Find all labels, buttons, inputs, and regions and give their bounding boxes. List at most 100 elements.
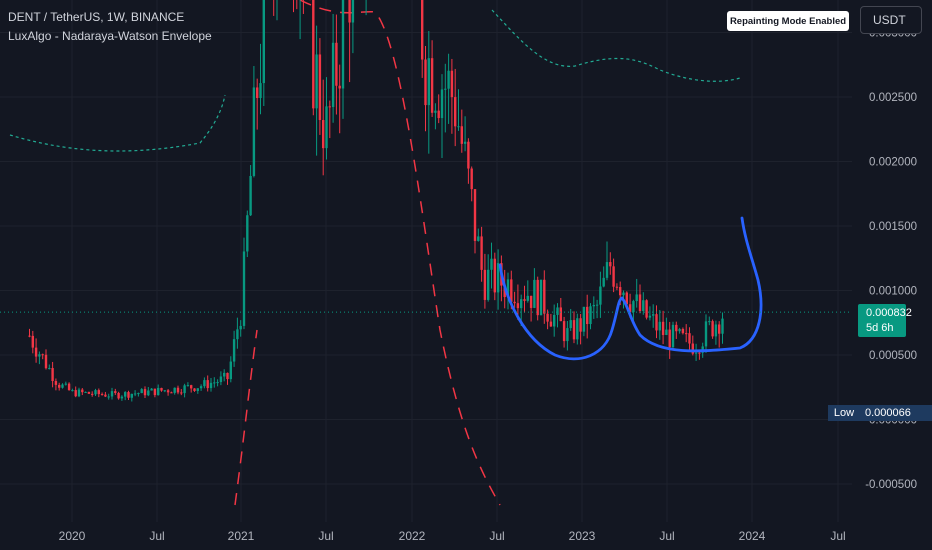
candle-body [335,42,338,86]
lower-envelope [234,0,501,506]
candle-body [668,329,671,348]
candle-body [602,277,605,287]
chart-grid [0,0,852,522]
candle-body [454,97,457,127]
y-tick-label: 0.001000 [869,286,917,298]
candle-body [67,383,71,391]
candle-body [331,42,335,107]
candle-body [242,251,246,326]
y-tick-label: 0.001500 [869,221,917,233]
candle-body [206,380,209,389]
candle-body [645,300,648,318]
candle-body [180,392,183,394]
price-axis: 0.0030000.0025000.0020000.0015000.001000… [865,28,917,492]
candle-body [262,0,265,84]
candle-body [252,87,256,176]
candle-body [163,390,166,392]
candle-body [648,315,652,318]
candle-body [38,354,41,357]
candle-body [157,387,160,396]
candle-body [236,329,239,340]
symbol-title[interactable]: DENT / TetherUS, 1W, BINANCE [8,10,185,24]
candle-body [543,279,546,314]
candle-body [430,58,434,113]
x-tick-label: 2021 [228,529,255,543]
candle-body [579,318,582,332]
candle-body [44,354,48,369]
candle-body [203,380,206,387]
candle-body [698,352,701,354]
candle-body [259,83,262,99]
candle-body [170,392,173,394]
candle-body [84,391,87,393]
x-tick-label: Jul [489,529,504,543]
candle-body [533,279,536,308]
y-tick-label: 0.000500 [869,350,917,362]
candle-body [51,368,54,382]
candle-body [315,54,318,109]
candle-body [473,189,477,241]
candle-body [523,299,526,301]
candle-body [246,215,249,252]
candlestick-series [28,0,724,402]
candle-body [661,321,665,335]
candle-body [216,382,219,384]
candle-body [351,0,355,23]
candle-body [77,389,81,397]
candle-body [232,339,236,362]
candle-body [61,384,64,388]
y-tick-label: 0.002500 [869,92,917,104]
time-axis: 2020 Jul 2021 Jul 2022 Jul 2023 Jul 2024 Jul [59,529,846,543]
candle-body [256,87,259,99]
last-price-tag: 0.000832 5d 6h [858,304,912,337]
candle-body [166,390,170,393]
candle-body [447,70,450,89]
candle-body [553,314,556,327]
candle-body [100,394,104,396]
candle-body [437,110,440,119]
candle-body [655,314,658,331]
low-marker-label: Low [828,405,860,421]
candle-body [546,313,549,322]
candle-body [153,388,157,396]
candle-body [219,376,223,383]
candle-body [718,324,721,334]
candle-body [226,372,229,380]
candle-body [586,306,589,325]
candle-body [678,328,681,332]
candle-body [81,389,84,393]
x-tick-label: Jul [318,529,333,543]
candle-body [173,387,176,393]
y-tick-label: 0.002000 [869,157,917,169]
candle-body [424,59,427,106]
nadaraya-watson-envelope [9,0,741,506]
candle-body [143,389,147,396]
candle-body [48,368,51,370]
candle-body [681,328,685,334]
candle-body [318,54,322,121]
candle-body [58,384,61,388]
candle-body [595,304,599,306]
candle-body [427,58,430,106]
candle-body [490,258,493,270]
currency-button[interactable]: USDT [860,6,922,34]
candle-body [642,300,645,312]
candle-body [576,318,579,340]
candle-body [721,318,724,334]
repainting-mode-badge: Repainting Mode Enabled [727,11,849,31]
candle-body [28,335,31,337]
candle-body [97,390,100,395]
candle-body [665,329,668,335]
y-tick-label: -0.000500 [865,479,917,491]
candle-body [54,381,58,385]
candle-body [592,304,595,307]
indicator-title[interactable]: LuxAlgo - Nadaraya-Watson Envelope [8,29,212,43]
candle-body [110,391,114,397]
candle-body [675,324,678,332]
candle-body [421,0,424,60]
candle-body [460,126,463,144]
candle-body [566,328,569,342]
candle-body [691,343,694,354]
candle-body [186,385,190,387]
